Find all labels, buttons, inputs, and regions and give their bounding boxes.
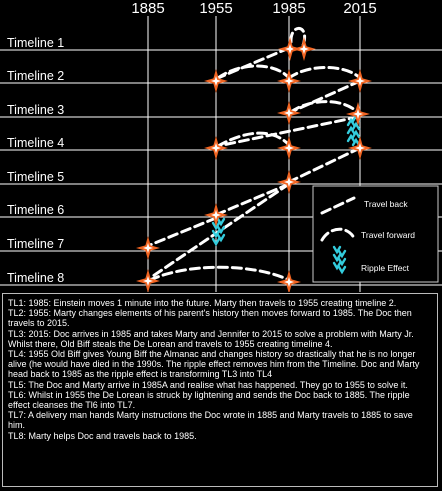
timeline-notes: TL1: 1985: Einstein moves 1 minute into …: [2, 293, 438, 487]
note-tl2: TL2: 1955: Marty changes elements of his…: [8, 308, 412, 329]
note-tl8: TL8: Marty helps Doc and travels back to…: [8, 430, 197, 441]
year-label-1985: 1985: [272, 0, 305, 17]
year-label-1885: 1885: [131, 0, 164, 17]
event-star-icon: [277, 136, 301, 160]
timeline-label-7: Timeline 7: [7, 237, 64, 251]
legend: Travel back Travel forward Ripple Effect: [312, 185, 439, 283]
travel-forward-path: [216, 131, 291, 148]
event-star-icon: [204, 136, 228, 160]
note-tl5: TL5: The Doc and Marty arrive in 1985A a…: [8, 379, 408, 390]
legend-ripple-effect: Ripple Effect: [361, 263, 410, 273]
travel-forward-legend-icon: [320, 227, 356, 242]
event-star-icon: [204, 203, 228, 227]
timeline-diagram: 1885 1955 1985 2015 Timeline 1 Timeline …: [0, 0, 442, 292]
timeline-label-8: Timeline 8: [7, 271, 64, 285]
travel-back-path: [216, 46, 291, 80]
year-label-2015: 2015: [343, 0, 376, 17]
timeline-label-5: Timeline 5: [7, 170, 64, 184]
event-star-icon: [348, 136, 372, 160]
travel-back-path: [289, 79, 362, 114]
legend-travel-back: Travel back: [364, 199, 408, 209]
timeline-label-6: Timeline 6: [7, 203, 64, 217]
travel-forward-path: [216, 64, 291, 80]
travel-forward-path: [289, 100, 360, 115]
note-tl7: TL7: A delivery man hands Marty instruct…: [8, 410, 413, 431]
event-star-icon: [277, 101, 301, 125]
note-tl3: TL3: 2015: Doc arrives in 1985 and takes…: [8, 328, 414, 349]
event-star-icon: [277, 270, 301, 292]
event-star-icon: [136, 236, 160, 260]
legend-travel-forward: Travel forward: [361, 230, 415, 240]
year-label-1955: 1955: [199, 0, 232, 17]
timeline-label-4: Timeline 4: [7, 136, 64, 150]
travel-back-path: [216, 182, 291, 216]
timeline-label-1: Timeline 1: [7, 36, 64, 50]
travel-back-path: [148, 216, 218, 247]
timeline-label-2: Timeline 2: [7, 69, 64, 83]
travel-back-legend-icon: [320, 196, 356, 215]
note-tl1: TL1: 1985: Einstein moves 1 minute into …: [8, 298, 397, 308]
travel-forward-path: [287, 66, 362, 80]
event-star-icon: [277, 170, 301, 194]
note-tl6: TL6: Whilst in 1955 the De Lorean is str…: [8, 389, 410, 411]
travel-forward-path: [148, 265, 291, 282]
event-star-icon: [292, 37, 316, 61]
travel-back-path: [289, 146, 362, 183]
timeline-label-3: Timeline 3: [7, 103, 64, 117]
note-tl4: TL4: 1955 Old Biff gives Young Biff the …: [8, 349, 420, 380]
travel-back-path: [216, 115, 360, 148]
